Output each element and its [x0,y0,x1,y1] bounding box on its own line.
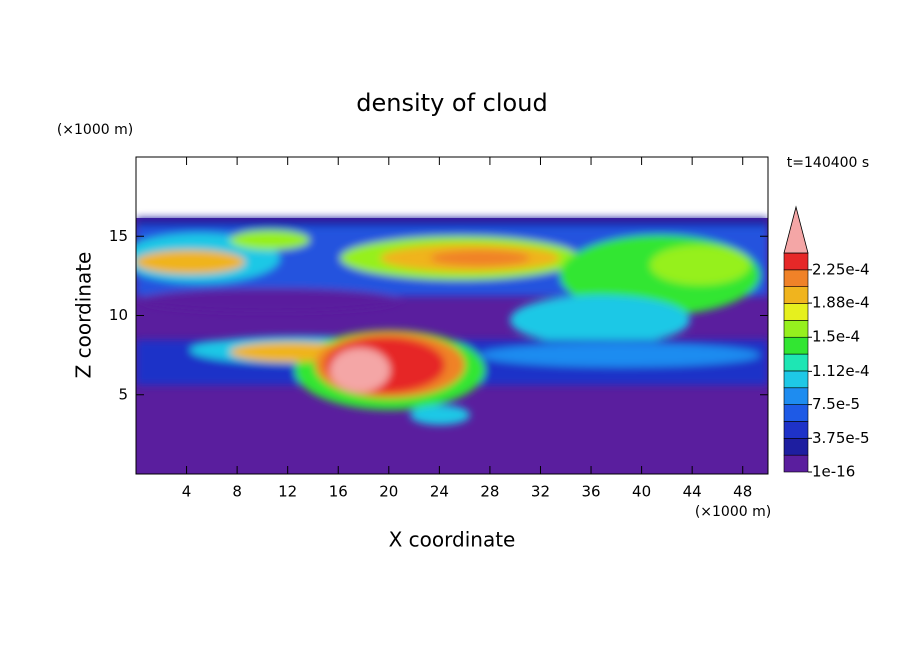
colorbar-swatch [783,370,809,389]
x-tick-label: 48 [733,483,752,501]
x-tick-label: 8 [232,483,242,501]
chart-title: density of cloud [356,89,547,117]
x-tick-label: 4 [182,483,192,501]
y-tick-label: 10 [109,306,128,324]
x-tick-label: 12 [278,483,297,501]
colorbar-tick-label: 1.12e-4 [812,362,870,380]
x-tick-label: 20 [379,483,398,501]
colorbar-tick-label: 2.25e-4 [812,260,870,278]
colorbar-tick-label: 1.5e-4 [812,328,860,346]
colorbar-swatch [783,454,809,473]
y-tick-label: 5 [118,385,128,403]
colorbar-extension [783,205,809,254]
colorbar-swatch [783,252,809,271]
x-tick-label: 44 [683,483,702,501]
colorbar-swatch [783,303,809,321]
colorbar-swatch [783,286,809,304]
x-tick-label: 40 [632,483,651,501]
colorbar-tick-label: 7.5e-5 [812,395,860,413]
y-axis-label: Z coordinate [72,252,96,379]
x-tick-label: 36 [581,483,600,501]
y-unit: (×1000 m) [57,122,133,138]
colorbar-swatch [783,353,809,372]
colorbar-tick-label: 1.88e-4 [812,294,870,312]
contour-field [136,218,768,474]
colorbar-tick-label: 1e-16 [812,463,855,481]
time-annotation: t=140400 s [787,155,869,171]
y-tick-label: 15 [109,227,128,245]
colorbar-swatch [783,320,809,338]
x-unit: (×1000 m) [695,504,771,520]
colorbar-swatch [783,336,809,355]
colorbar-swatch [783,387,809,405]
colorbar-swatch [783,438,809,456]
colorbar-tick-label: 3.75e-5 [812,429,870,447]
colorbar-swatch [783,269,809,287]
x-tick-label: 24 [430,483,449,501]
colorbar-swatch [783,404,809,422]
x-axis-label: X coordinate [389,528,516,552]
x-tick-label: 32 [531,483,550,501]
x-tick-label: 16 [329,483,348,501]
colorbar-swatch [783,421,809,439]
x-tick-label: 28 [480,483,499,501]
